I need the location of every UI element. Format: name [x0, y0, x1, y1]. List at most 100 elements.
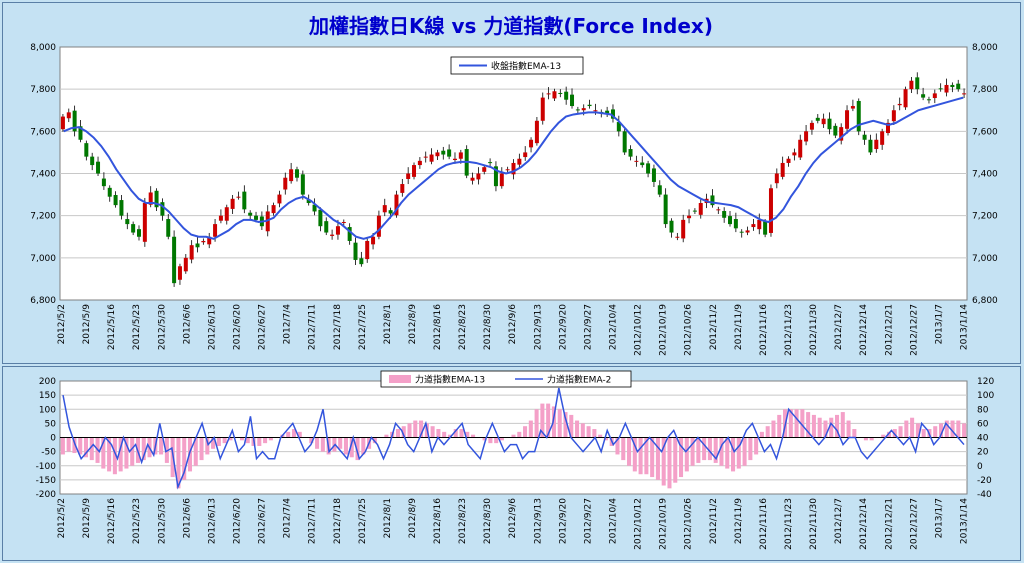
force-bar — [707, 437, 712, 461]
y-tick-label: 0 — [50, 434, 56, 444]
candle-body — [833, 125, 838, 136]
force-bar — [846, 420, 851, 438]
candle-body — [394, 194, 399, 216]
chart-title: 加權指數日K線 vs 力道指數(Force Index) — [308, 14, 713, 38]
y2-tick-label: 7,000 — [972, 254, 998, 264]
candle-body — [429, 154, 434, 162]
candle-body — [166, 219, 171, 237]
candle-body — [827, 118, 832, 130]
force-bar — [338, 437, 343, 449]
candle-body — [388, 210, 393, 214]
y-tick-label: 7,400 — [30, 170, 56, 180]
x-tick-label: 2012/11/30 — [809, 304, 819, 356]
x-tick-label: 2012/10/26 — [684, 498, 694, 550]
candle-body — [289, 169, 294, 182]
force-bar — [309, 437, 314, 444]
force-bar — [725, 437, 730, 469]
force-bar — [216, 437, 221, 446]
legend-swatch-force13 — [389, 375, 411, 383]
x-tick-label: 2012/9/6 — [508, 304, 518, 345]
force-bar — [702, 437, 707, 461]
force-bar — [263, 437, 268, 444]
x-tick-label: 2012/6/27 — [258, 304, 268, 350]
candle-body — [142, 203, 147, 242]
candle-body — [400, 184, 405, 193]
force-bar — [759, 431, 764, 438]
candle-body — [283, 177, 288, 190]
candle-body — [780, 162, 785, 177]
force-bar — [650, 437, 655, 478]
candle-body — [236, 196, 241, 198]
candle-body — [616, 122, 621, 132]
candle-body — [874, 139, 879, 150]
force-bar — [690, 437, 695, 466]
y-tick-label: 7,000 — [30, 254, 56, 264]
candle-body — [804, 131, 809, 142]
y-tick-label: -200 — [36, 490, 57, 500]
force-bar — [83, 437, 89, 458]
force-bar — [361, 437, 366, 455]
candle-body — [218, 215, 223, 221]
candle-body — [640, 162, 645, 166]
force-bar — [910, 417, 915, 438]
x-tick-label: 2012/11/2 — [709, 304, 719, 350]
candle-body — [476, 173, 481, 180]
x-tick-label: 2012/9/13 — [533, 498, 543, 544]
x-tick-label: 2012/6/13 — [207, 304, 217, 350]
x-tick-label: 2012/8/30 — [483, 498, 493, 544]
candle-body — [341, 221, 346, 223]
candle-body — [845, 110, 850, 129]
y2-tick-label: 80 — [977, 405, 989, 415]
x-tick-label: 2012/11/9 — [734, 304, 744, 350]
x-tick-label: 2013/1/14 — [959, 304, 969, 350]
candle-body — [201, 240, 206, 243]
force-bar — [222, 437, 227, 444]
force-bar — [673, 437, 678, 483]
candle-body — [189, 245, 194, 260]
force-bar — [956, 420, 961, 438]
candle-body — [605, 110, 610, 115]
candle-body — [628, 149, 633, 157]
candle-body — [452, 158, 457, 161]
force-bar — [60, 437, 65, 455]
x-tick-label: 2012/9/20 — [558, 304, 568, 350]
x-tick-label: 2012/8/1 — [383, 304, 393, 344]
x-tick-label: 2012/9/6 — [508, 498, 518, 539]
candle-body — [915, 77, 920, 90]
legend-label-ema13: 收盤指數EMA-13 — [491, 60, 561, 72]
candle-body — [493, 166, 498, 187]
x-tick-label: 2012/11/23 — [784, 304, 794, 356]
force-bar — [962, 423, 967, 438]
force-bar — [586, 426, 591, 438]
y-tick-label: 7,600 — [30, 127, 56, 137]
candle-body — [347, 227, 352, 241]
x-tick-label: 2012/5/2 — [57, 498, 67, 538]
x-tick-label: 2012/10/12 — [634, 304, 644, 356]
x-tick-label: 2013/1/14 — [959, 498, 969, 544]
force-bar — [852, 429, 857, 438]
force-bar — [881, 434, 886, 438]
x-tick-label: 2012/10/19 — [659, 304, 669, 356]
force-bar — [592, 429, 597, 438]
candle-body — [113, 195, 118, 206]
x-tick-label: 2012/12/21 — [884, 304, 894, 356]
force-bar — [315, 437, 320, 449]
candle-body — [669, 220, 674, 233]
y-tick-label: -100 — [36, 462, 57, 472]
x-tick-label: 2012/7/11 — [308, 304, 318, 350]
x-tick-label: 2013/1/7 — [934, 498, 944, 538]
candle-body — [306, 199, 311, 204]
candle-body — [183, 257, 188, 272]
force-bar — [118, 437, 123, 472]
y-tick-label: 100 — [39, 405, 56, 415]
x-tick-label: 2012/8/9 — [408, 498, 418, 539]
candle-body — [932, 93, 937, 99]
candle-body — [809, 122, 814, 130]
candle-body — [862, 134, 867, 140]
candle-body — [224, 207, 229, 221]
force-bar — [731, 437, 736, 472]
force-bar — [124, 437, 129, 469]
force-bar — [886, 431, 892, 438]
force-bar — [488, 437, 493, 444]
